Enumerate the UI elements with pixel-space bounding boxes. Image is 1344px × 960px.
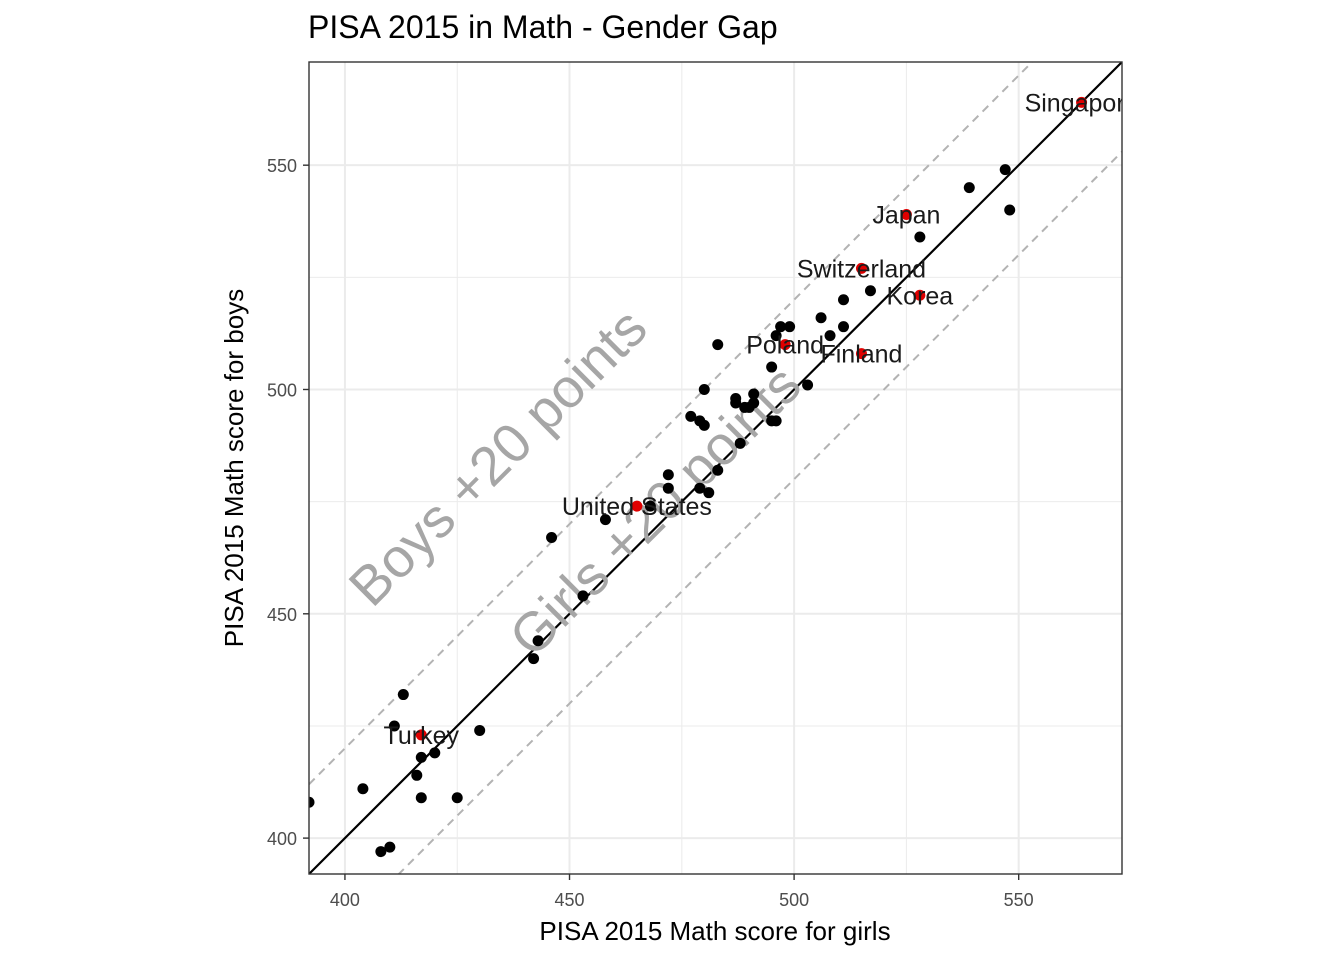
data-point [698,419,710,431]
highlighted-point [631,500,643,512]
data-point [388,720,400,732]
data-point [775,321,787,333]
data-point [784,321,796,333]
data-point [662,469,674,481]
country-label: Korea [887,282,954,310]
country-label: Japan [872,202,940,230]
y-tick-label: 400 [267,829,297,849]
data-point [309,796,315,808]
data-point [864,285,876,297]
plot-panel-border [308,61,1123,875]
data-point [357,783,369,795]
data-point [770,330,782,342]
data-point [703,487,715,499]
data-point [429,747,441,759]
data-point [712,464,724,476]
data-point [712,339,724,351]
data-point [662,482,674,494]
data-point [384,841,396,853]
data-point [546,532,558,544]
data-point [838,321,850,333]
country-label: Singapore [1025,89,1139,117]
data-point [914,231,926,243]
data-point [770,415,782,427]
x-tick-label: 450 [554,890,584,910]
data-point [532,635,544,647]
gap-guide-line [309,62,1034,785]
data-point [397,689,409,701]
country-label: United States [562,493,712,521]
data-point [698,383,710,395]
highlighted-point [855,348,867,360]
gap-guide-line [397,151,1122,874]
x-tick-label: 550 [1004,890,1034,910]
data-point [824,330,836,342]
highlighted-point [855,262,867,274]
data-point [415,751,427,763]
highlighted-point [415,729,427,741]
highlighted-point [1076,96,1088,108]
data-point [577,590,589,602]
x-tick-label: 400 [330,890,360,910]
data-points [309,96,1088,858]
data-point [963,182,975,194]
data-point [411,769,423,781]
highlighted-point [914,289,926,301]
x-tick-label: 500 [779,890,809,910]
y-axis-title: PISA 2015 Math score for boys [219,289,249,647]
data-point [451,792,463,804]
data-point [802,379,814,391]
y-tick-label: 500 [267,380,297,400]
highlighted-point [779,339,791,351]
data-point [375,846,387,858]
data-point [748,388,760,400]
data-point [766,361,778,373]
data-point [415,792,427,804]
data-point [1004,204,1016,216]
highlighted-point [900,209,912,221]
data-point [730,397,742,409]
country-label: Switzerland [797,255,926,283]
country-label: Turkey [384,722,460,750]
data-point [528,653,540,665]
data-point [999,164,1011,176]
chart-title: PISA 2015 in Math - Gender Gap [308,9,778,45]
data-point [599,514,611,526]
data-point [685,410,697,422]
y-tick-label: 450 [267,605,297,625]
gridlines [309,62,1122,874]
x-axis-title: PISA 2015 Math score for girls [539,916,890,946]
country-label: Finland [820,341,902,369]
country-label: Poland [746,332,824,360]
data-point [748,397,760,409]
axis-ticks: 400 450 500 550 400 450 500 550 [267,156,1034,910]
y-tick-label: 550 [267,156,297,176]
data-point [838,294,850,306]
data-point [644,500,656,512]
data-point [815,312,827,324]
data-point [474,724,486,736]
data-point [734,437,746,449]
data-point [694,482,706,494]
